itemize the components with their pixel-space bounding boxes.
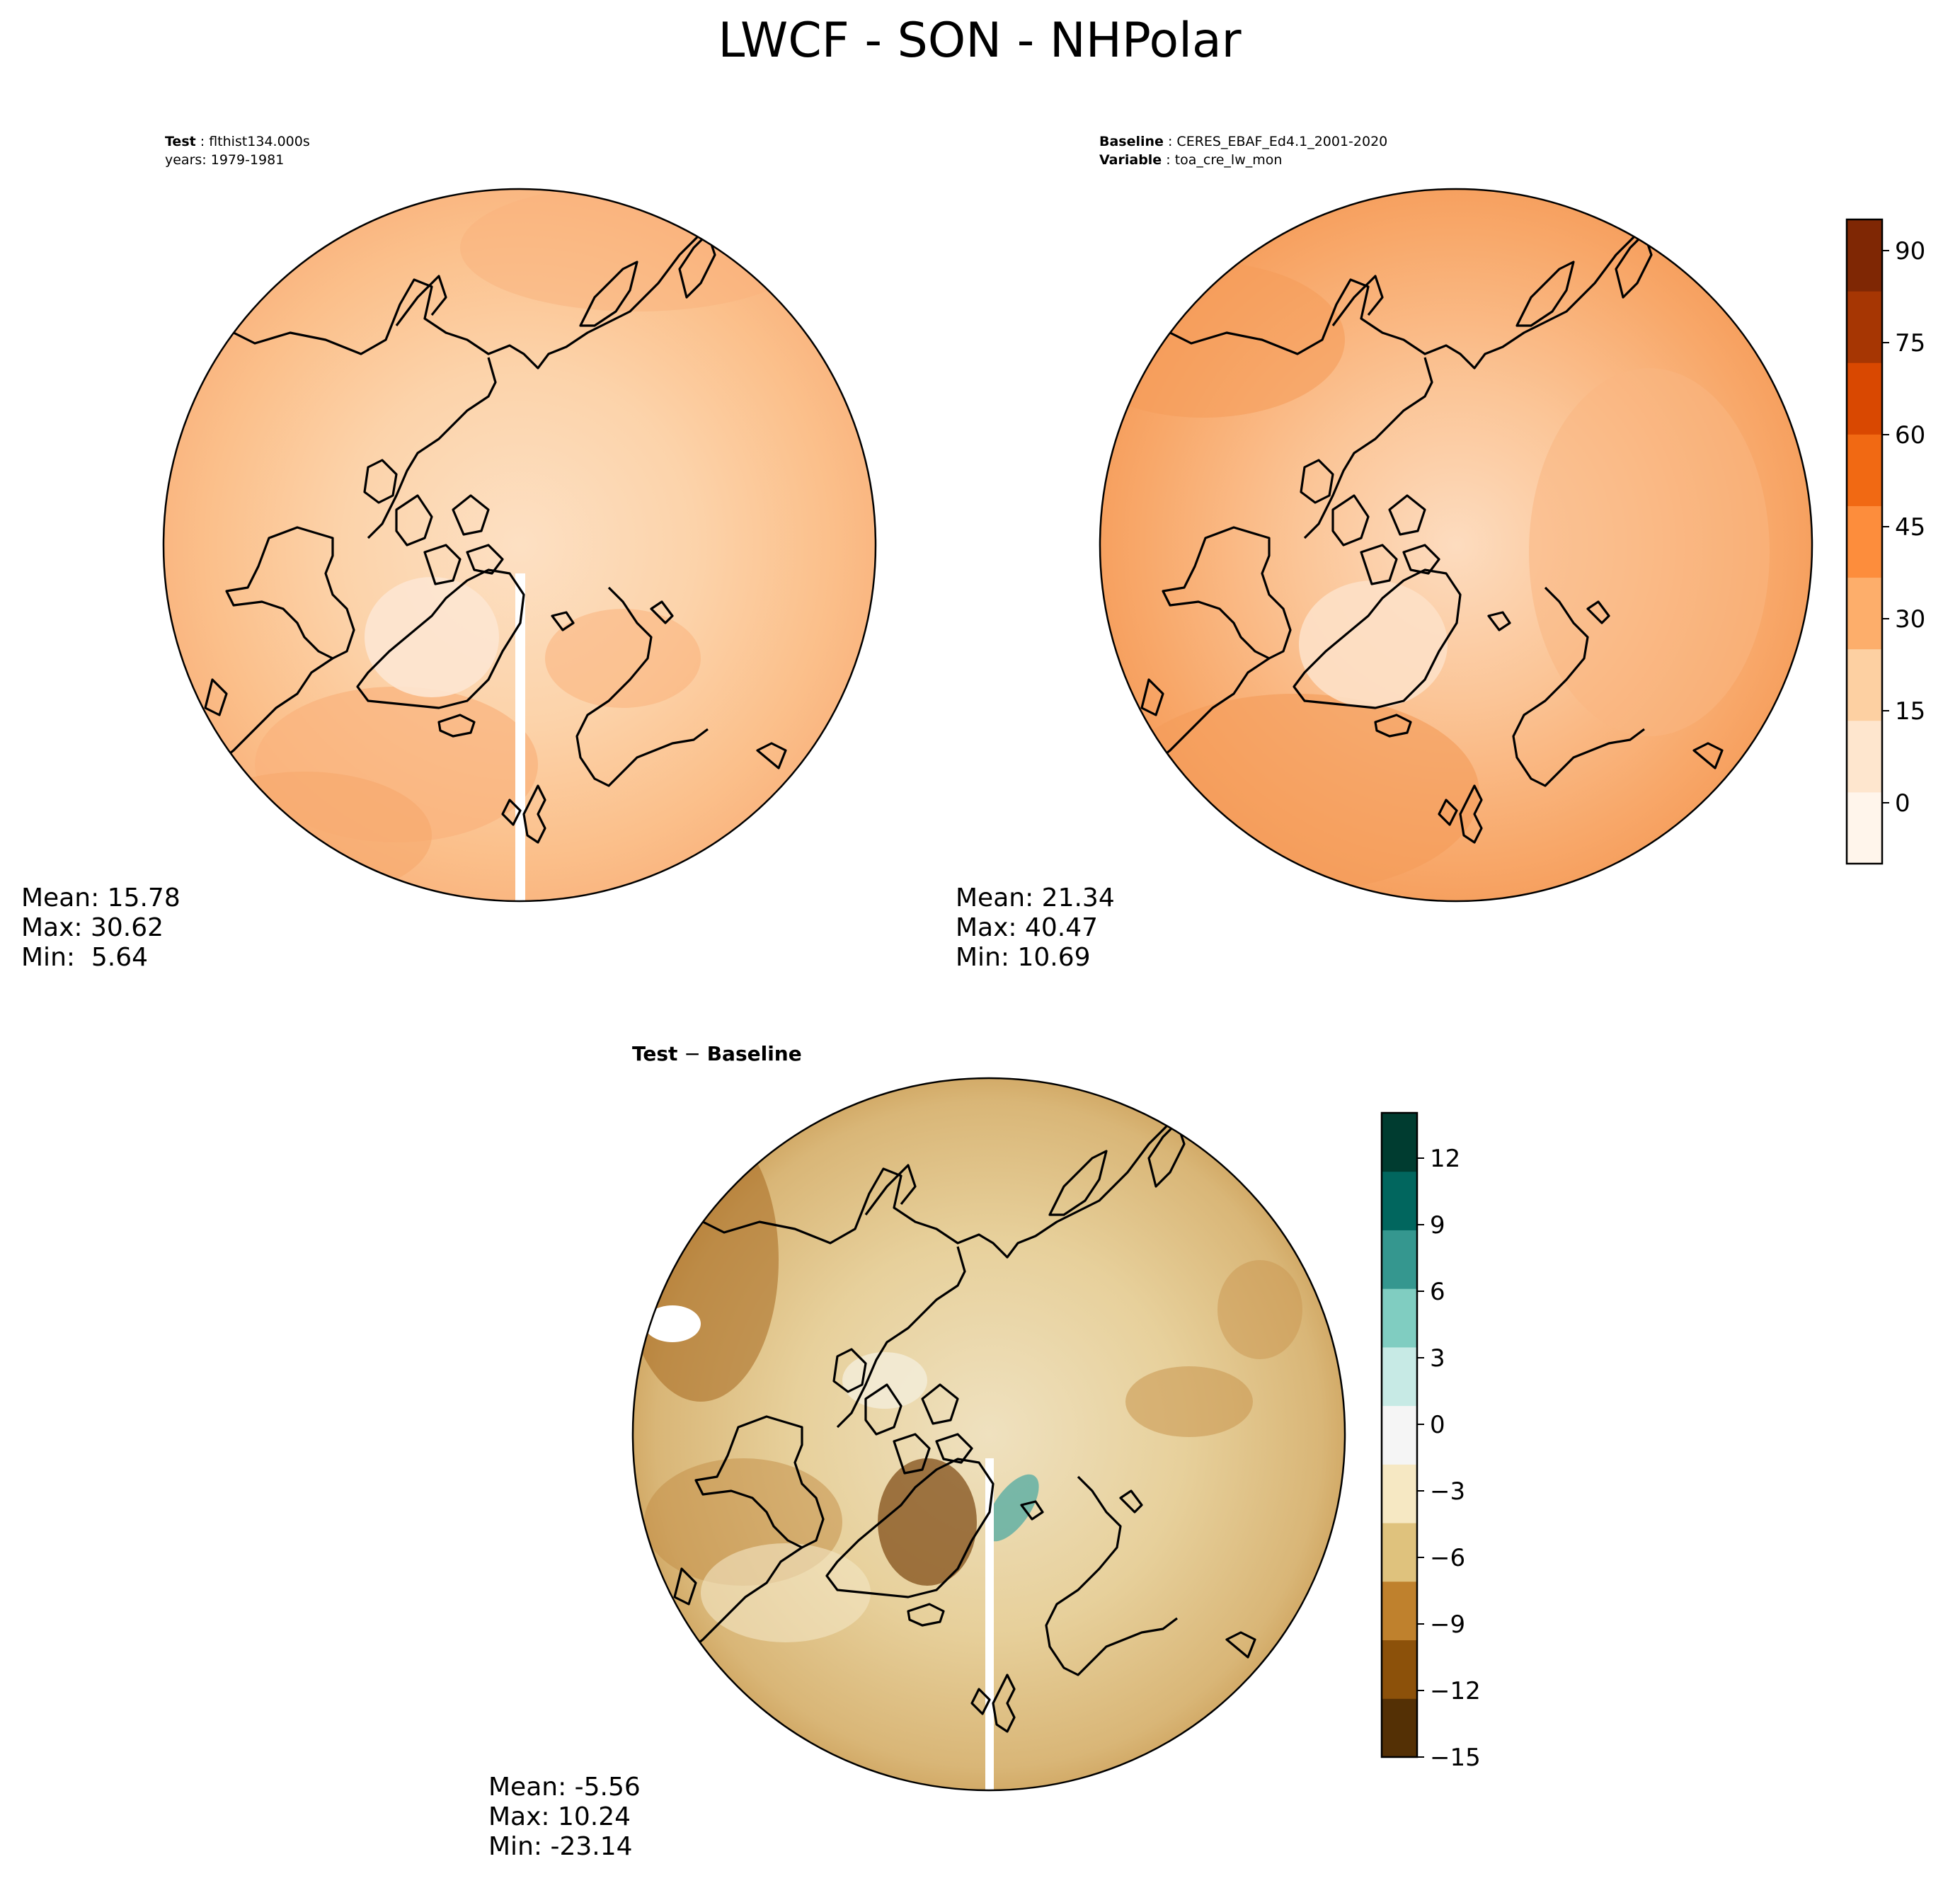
cbar-diff-tick-label: 9 [1430, 1211, 1445, 1240]
test-header-years: years: 1979-1981 [165, 152, 284, 168]
diff-title-operator: − [684, 1042, 700, 1065]
cbar-main-segment [1847, 577, 1882, 650]
colorbar-diff: −15 −12 −9 −6 −3 0 3 6 9 12 [1380, 1111, 1481, 1772]
cbar-diff-segment [1382, 1288, 1417, 1348]
diff-stat-min: Min: -23.14 [488, 1832, 633, 1861]
baseline-header-key: Baseline [1099, 134, 1164, 149]
diff-map-field [633, 1078, 1345, 1790]
test-map-boundary [162, 188, 877, 903]
cbar-main-segment [1847, 720, 1882, 793]
cbar-diff-segment [1382, 1346, 1417, 1407]
diff-stat-max: Max: 10.24 [488, 1802, 631, 1831]
baseline-variable-key: Variable [1099, 152, 1162, 168]
cbar-main-tick-label: 90 [1895, 237, 1925, 265]
cbar-diff-tick-label: −3 [1430, 1477, 1465, 1506]
cbar-main-segment [1847, 362, 1882, 435]
cbar-diff-segment [1382, 1230, 1417, 1289]
cbar-diff-tick-label: 12 [1430, 1145, 1460, 1173]
test-map-field [164, 189, 876, 901]
figure-title: LWCF - SON - NHPolar [718, 13, 1241, 69]
cbar-main-tick-label: 45 [1895, 513, 1925, 542]
baseline-header-line2: Variable : toa_cre_lw_mon [1099, 152, 1282, 168]
baseline-stat-max: Max: 40.47 [956, 913, 1098, 942]
diff-title: Test − Baseline [632, 1042, 802, 1065]
baseline-stat-mean: Mean: 21.34 [956, 883, 1115, 912]
cbar-diff-segment [1382, 1523, 1417, 1582]
cbar-main-segment [1847, 505, 1882, 578]
baseline-stat-min: Min: 10.69 [956, 943, 1091, 972]
cbar-main-segment [1847, 219, 1882, 292]
cbar-diff-tick-label: −12 [1430, 1677, 1481, 1705]
baseline-variable-value: toa_cre_lw_mon [1175, 152, 1283, 168]
cbar-diff-segment [1382, 1698, 1417, 1758]
cbar-diff-tick-label: 0 [1430, 1411, 1445, 1439]
cbar-diff-segment [1382, 1171, 1417, 1230]
cbar-diff-frame [1380, 1111, 1419, 1758]
baseline-map-boundary [1099, 188, 1813, 903]
test-header-value: flthist134.000s [209, 134, 310, 149]
test-header-key: Test [165, 134, 196, 149]
cbar-diff-tick-label: −15 [1430, 1744, 1481, 1772]
cbar-main-tick-label: 60 [1895, 421, 1925, 450]
cbar-diff-segment [1382, 1464, 1417, 1523]
cbar-diff-segment [1382, 1640, 1417, 1699]
cbar-main-frame [1845, 218, 1884, 865]
cbar-main-tick-label: 0 [1895, 789, 1910, 818]
cbar-diff-segment [1382, 1581, 1417, 1641]
test-header-line1: Test : flthist134.000s [165, 134, 310, 149]
cbar-main-segment [1847, 791, 1882, 864]
cbar-main-tick-label: 15 [1895, 697, 1925, 726]
diff-title-test: Test [632, 1042, 677, 1065]
cbar-diff-tick-label: 6 [1430, 1278, 1445, 1306]
baseline-header-value: CERES_EBAF_Ed4.1_2001-2020 [1176, 134, 1387, 149]
test-stat-min: Min: 5.64 [21, 943, 148, 972]
cbar-diff-segment [1382, 1405, 1417, 1465]
cbar-diff-tick-label: −6 [1430, 1544, 1465, 1572]
panel-test: Test : flthist134.000s years: 1979-1981 … [21, 134, 877, 972]
baseline-map-field [1100, 189, 1812, 901]
cbar-main-tick-label: 30 [1895, 605, 1925, 634]
cbar-main-segment [1847, 291, 1882, 363]
cbar-diff-segment [1382, 1113, 1417, 1172]
cbar-main-segment [1847, 648, 1882, 721]
baseline-header-line1: Baseline : CERES_EBAF_Ed4.1_2001-2020 [1099, 134, 1387, 149]
cbar-main-segment [1847, 434, 1882, 506]
cbar-main-tick-label: 75 [1895, 329, 1925, 357]
diff-title-baseline: Baseline [707, 1042, 802, 1065]
test-stat-max: Max: 30.62 [21, 913, 164, 942]
cbar-diff-tick-label: −9 [1430, 1610, 1465, 1639]
diff-map-boundary [631, 1077, 1346, 1792]
panel-diff: Test − Baseline Mean: -5.56 Max: 10.24 M… [488, 1042, 1346, 1861]
colorbar-main: 0 15 30 45 60 75 90 [1845, 218, 1925, 865]
cbar-diff-tick-label: 3 [1430, 1344, 1445, 1373]
diff-stat-mean: Mean: -5.56 [488, 1773, 641, 1802]
test-stat-mean: Mean: 15.78 [21, 883, 180, 912]
panel-baseline: Baseline : CERES_EBAF_Ed4.1_2001-2020 Va… [956, 134, 1813, 972]
